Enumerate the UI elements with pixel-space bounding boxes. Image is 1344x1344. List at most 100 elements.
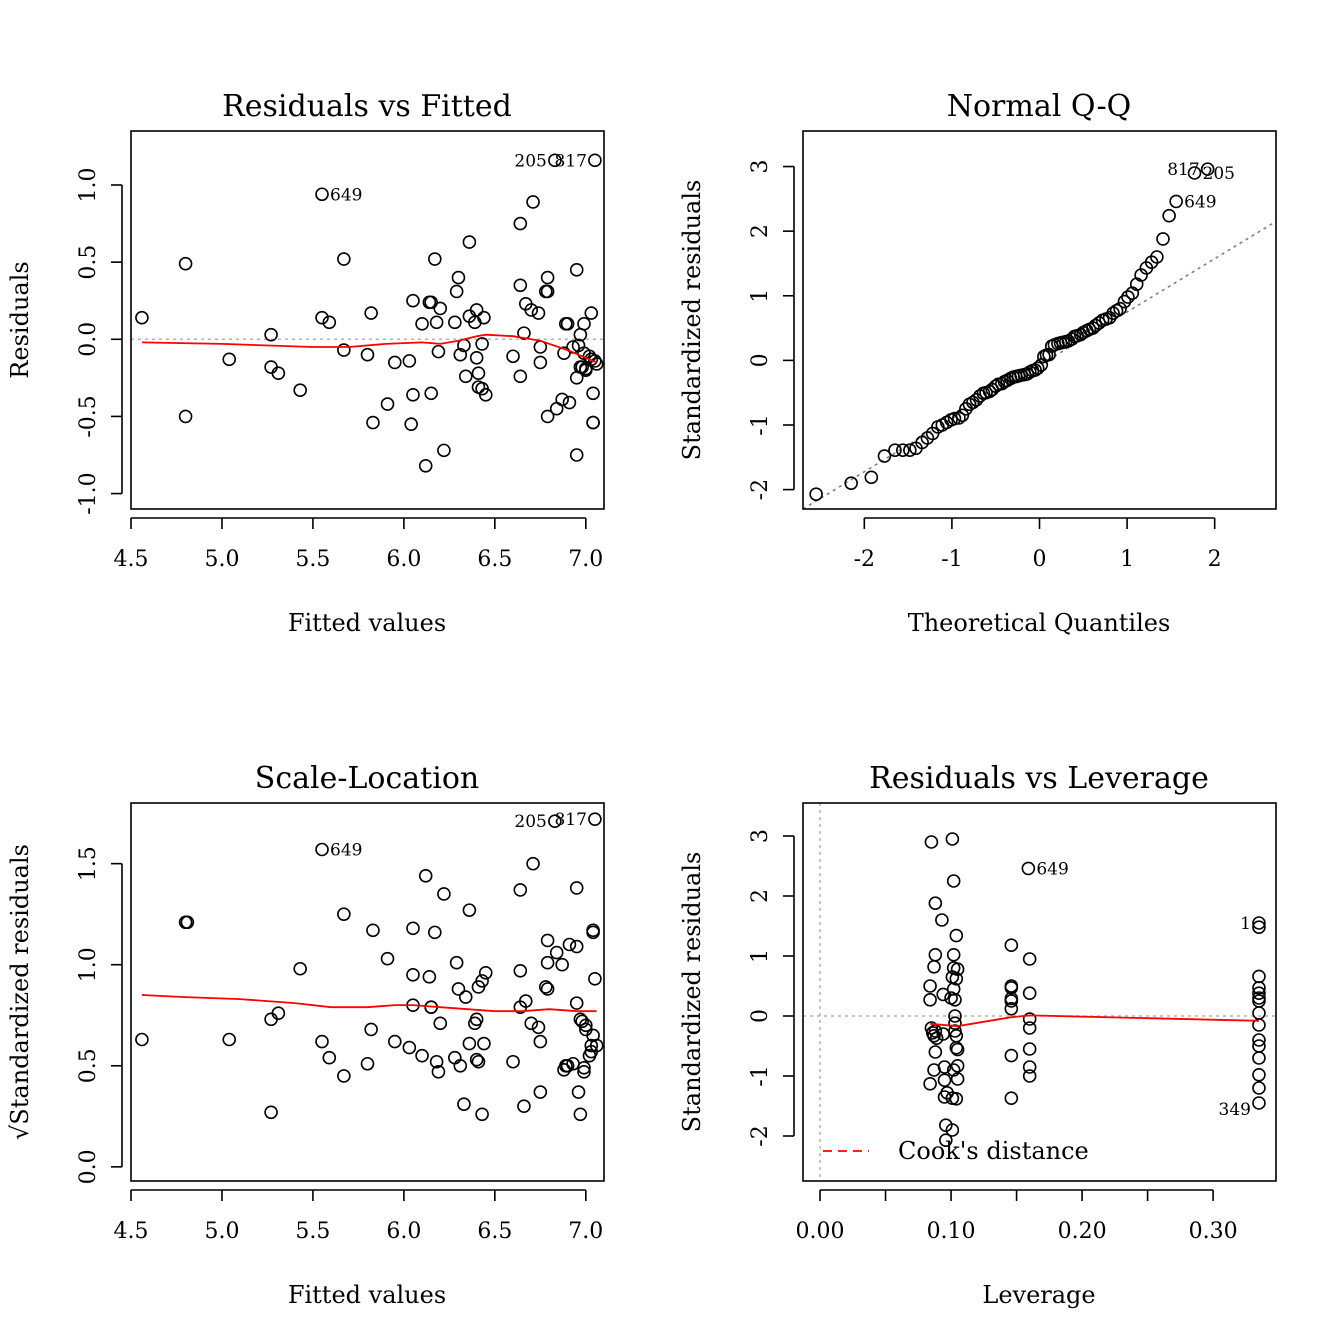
data-point — [458, 990, 473, 1004]
data-point — [315, 310, 329, 325]
data-point — [569, 881, 584, 895]
data-point — [478, 388, 493, 402]
data-point — [1169, 194, 1183, 209]
data-point — [562, 395, 577, 410]
data-point — [424, 386, 438, 401]
data-point — [928, 947, 943, 962]
y-tick-label: 0 — [748, 353, 773, 367]
data-point — [415, 1048, 429, 1063]
data-point — [469, 1012, 484, 1027]
x-tick-label: 5.5 — [295, 1219, 330, 1244]
panel-title: Residuals vs Leverage — [869, 761, 1209, 796]
data-point — [1252, 994, 1266, 1008]
data-point — [1252, 920, 1266, 935]
data-point — [513, 883, 528, 897]
plot-frame — [130, 130, 605, 510]
y-tick-label: 1 — [748, 289, 773, 303]
y-tick-label: 3 — [748, 160, 773, 174]
data-point — [513, 216, 528, 231]
data-point — [293, 383, 307, 398]
data-point — [577, 1065, 591, 1079]
data-point — [264, 1012, 278, 1027]
data-point — [584, 306, 599, 320]
data-point — [222, 1032, 237, 1047]
data-point — [1092, 316, 1106, 330]
plot-frame — [802, 802, 1277, 1182]
x-tick-label: -1 — [941, 547, 962, 572]
panel-title: Residuals vs Fitted — [222, 89, 512, 124]
data-point — [947, 411, 962, 426]
data-point — [864, 470, 879, 485]
y-tick-label: 1.5 — [76, 846, 101, 881]
y-tick-label: 1.0 — [76, 947, 101, 982]
data-point — [569, 996, 584, 1010]
data-point — [555, 392, 569, 407]
data-point — [264, 1105, 278, 1120]
data-point — [1022, 1042, 1037, 1056]
data-point — [315, 1034, 329, 1049]
point-label: 349 — [1219, 1100, 1251, 1120]
data-point — [524, 1016, 539, 1031]
data-point — [1117, 294, 1132, 309]
data-point — [589, 1038, 604, 1053]
data-point — [431, 1065, 446, 1079]
x-tick-label: 5.5 — [295, 547, 330, 572]
panel-residuals-vs-leverage: Residuals vs Leverage Leverage Standardi… — [678, 761, 1277, 1309]
x-tick-label: 6.0 — [386, 547, 421, 572]
x-axis-label: Leverage — [982, 1281, 1095, 1309]
data-point — [1004, 1048, 1019, 1063]
data-point — [877, 449, 892, 463]
data-point — [573, 1107, 588, 1122]
data-point — [477, 310, 491, 325]
data-point — [1252, 1051, 1266, 1065]
data-point — [560, 317, 575, 331]
data-point — [533, 355, 548, 370]
data-point — [888, 443, 902, 458]
data-point — [540, 955, 555, 970]
data-point — [418, 458, 433, 473]
data-point — [586, 415, 600, 430]
y-tick-label: -1 — [748, 414, 773, 435]
data-point — [451, 982, 466, 996]
x-tick-label: 7.0 — [568, 1219, 603, 1244]
data-point — [1004, 994, 1019, 1008]
data-point — [462, 1036, 477, 1051]
data-point — [562, 937, 577, 952]
plot-area: 649 205 817 4.5 5.0 5.5 6.0 6.5 7.0 -1.0 -0.5 0.0 0.… — [76, 130, 605, 572]
y-tick-label: -1.0 — [76, 472, 101, 514]
data-point — [513, 963, 528, 978]
data-point — [844, 476, 858, 490]
data-point — [950, 1072, 965, 1086]
plot-area: 649 1 349 0.00 0.10 0.20 0.30 -2 -1 0 1 2 3 Cook's di… — [748, 802, 1277, 1244]
data-point — [418, 868, 433, 883]
point-label: 649 — [1184, 192, 1216, 212]
data-point — [462, 903, 477, 917]
point-label: 649 — [1036, 859, 1068, 879]
data-point — [433, 301, 448, 316]
data-point — [571, 1085, 586, 1099]
data-point — [548, 153, 562, 168]
data-point — [471, 366, 486, 381]
y-tick-label: 0.5 — [76, 245, 101, 280]
data-point — [513, 278, 528, 293]
legend-label: Cook's distance — [898, 1137, 1089, 1165]
data-point — [903, 443, 917, 458]
smoother-line — [930, 1014, 1260, 1028]
data-point — [1121, 290, 1135, 304]
x-tick-label: 1 — [1120, 547, 1134, 572]
data-point — [946, 874, 961, 888]
data-point — [453, 1058, 468, 1073]
y-tick-label: 1.0 — [76, 168, 101, 203]
data-point — [1252, 1096, 1266, 1110]
data-point — [1004, 1001, 1019, 1016]
data-point — [337, 343, 351, 357]
data-point — [1156, 232, 1170, 246]
data-point — [429, 315, 444, 330]
data-point — [531, 1020, 546, 1035]
data-point — [540, 933, 555, 948]
x-tick-label: 6.0 — [386, 1219, 421, 1244]
data-point — [575, 1014, 589, 1029]
y-tick-label: 1 — [748, 949, 773, 963]
data-point — [1102, 310, 1117, 325]
data-point — [1004, 1091, 1019, 1105]
